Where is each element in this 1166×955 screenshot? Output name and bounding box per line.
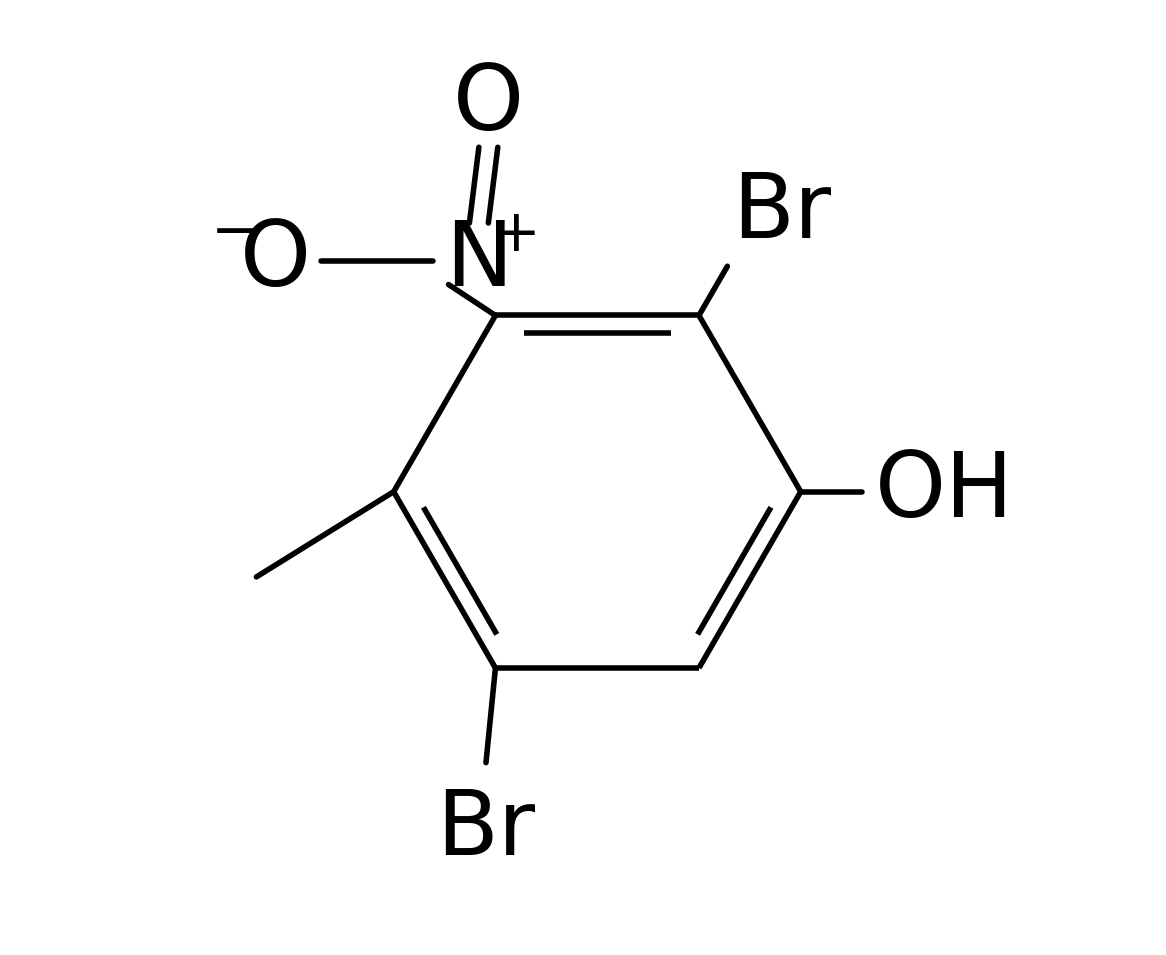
Text: N: N [445, 217, 513, 305]
Text: +: + [492, 206, 541, 263]
Text: Br: Br [732, 169, 831, 257]
Text: Br: Br [436, 786, 535, 874]
Text: OH: OH [874, 448, 1013, 536]
Text: O: O [452, 61, 524, 149]
Text: O: O [240, 217, 311, 305]
Text: −: − [211, 204, 260, 261]
